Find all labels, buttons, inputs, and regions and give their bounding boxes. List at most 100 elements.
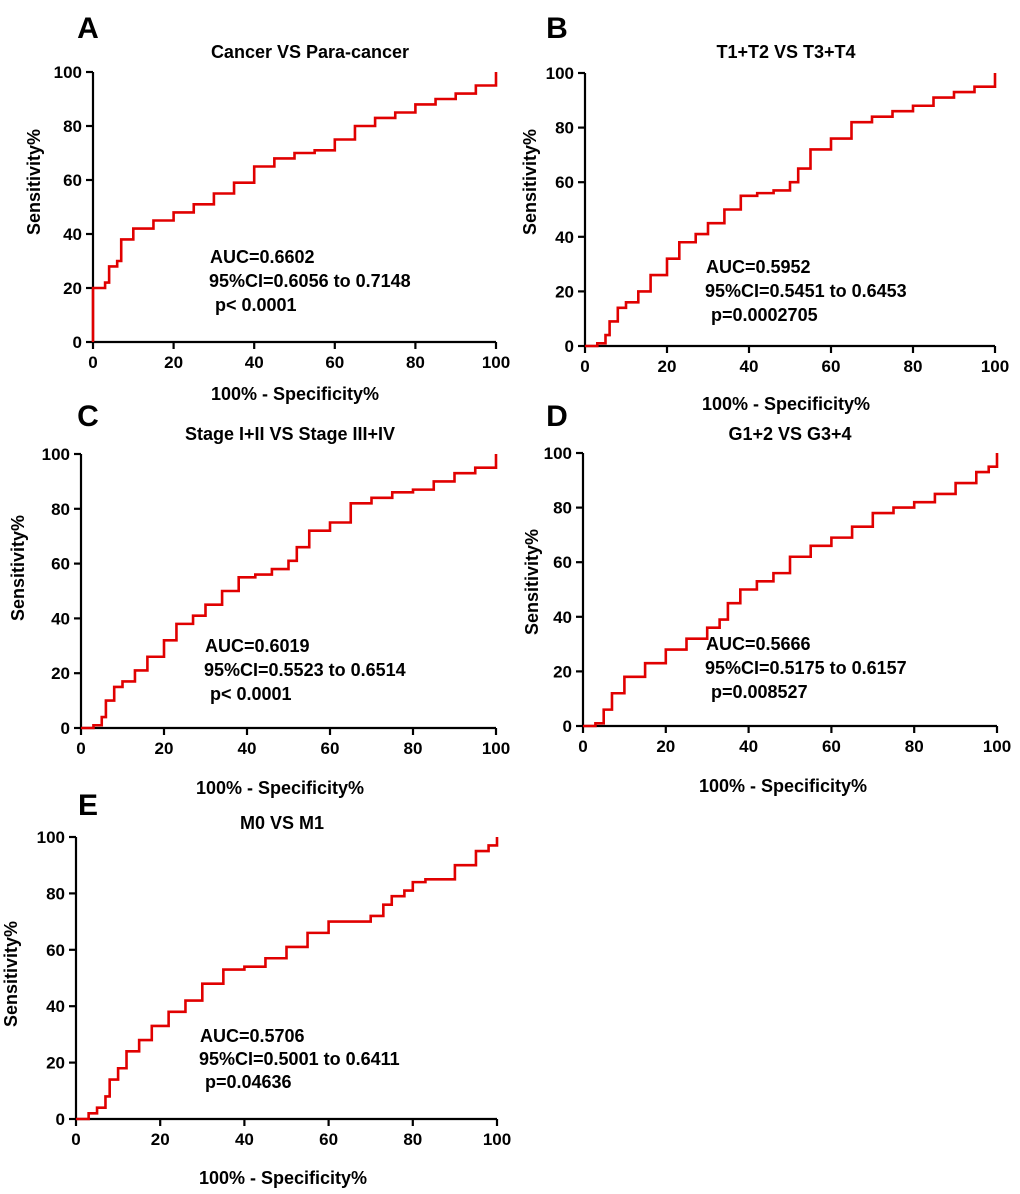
panel-letter: D [546, 400, 568, 433]
roc-curve [76, 837, 499, 1121]
y-tick-label: 0 [73, 333, 82, 352]
y-tick-label: 60 [553, 553, 572, 572]
auc-value: AUC=0.5666 [706, 634, 811, 654]
x-tick-label: 20 [151, 1130, 170, 1149]
y-tick-label: 100 [546, 64, 574, 83]
p-value: p=0.04636 [205, 1072, 292, 1092]
chart-title: T1+T2 VS T3+T4 [716, 42, 855, 62]
y-tick-label: 0 [61, 719, 70, 738]
y-tick-label: 40 [555, 228, 574, 247]
panel-e: E M0 VS M1 0 20 40 60 80 100 0 20 40 60 80 100 100% - … [1, 789, 511, 1188]
y-tick-label: 100 [42, 445, 70, 464]
x-tick-label: 60 [822, 737, 841, 756]
y-axis-label: Sensitivity% [8, 515, 28, 621]
x-tick-label: 100 [483, 1130, 511, 1149]
x-tick-label: 60 [822, 357, 841, 376]
p-value: p< 0.0001 [215, 295, 297, 315]
x-tick-label: 40 [245, 353, 264, 372]
x-tick-label: 40 [739, 737, 758, 756]
y-tick-label: 40 [46, 997, 65, 1016]
y-axis-label: Sensitivity% [24, 129, 44, 235]
x-tick-label: 0 [580, 357, 589, 376]
x-tick-label: 40 [235, 1130, 254, 1149]
panel-a: A Cancer VS Para-cancer 0 20 40 60 80 100 0 20 40 6… [24, 12, 510, 404]
chart-title: M0 VS M1 [240, 813, 324, 833]
x-tick-label: 0 [71, 1130, 80, 1149]
y-axis-label: Sensitivity% [520, 129, 540, 235]
x-tick-label: 100 [981, 357, 1009, 376]
panel-d: D G1+2 VS G3+4 0 20 40 60 80 100 0 20 40 60 80 100 100… [522, 400, 1011, 796]
x-tick-label: 40 [740, 357, 759, 376]
x-axis-label: 100% - Specificity% [702, 394, 870, 414]
y-tick-label: 20 [553, 662, 572, 681]
x-tick-label: 80 [406, 353, 425, 372]
x-axis-label: 100% - Specificity% [199, 1168, 367, 1188]
y-tick-label: 60 [63, 171, 82, 190]
x-axis-label: 100% - Specificity% [211, 384, 379, 404]
panel-letter: B [546, 12, 568, 45]
roc-curve [91, 72, 498, 342]
x-tick-label: 100 [482, 739, 510, 758]
x-tick-label: 80 [904, 357, 923, 376]
x-tick-label: 80 [403, 1130, 422, 1149]
y-tick-label: 40 [553, 608, 572, 627]
roc-curve [585, 73, 997, 348]
panel-c: C Stage I+II VS Stage III+IV 0 20 40 60 80 100 0… [8, 400, 510, 798]
p-value: p< 0.0001 [210, 684, 292, 704]
x-tick-label: 60 [321, 739, 340, 758]
y-tick-label: 40 [63, 225, 82, 244]
auc-value: AUC=0.5952 [706, 257, 811, 277]
y-tick-label: 60 [51, 555, 70, 574]
y-axis-label: Sensitivity% [522, 529, 542, 635]
p-value: p=0.008527 [711, 682, 808, 702]
x-tick-label: 0 [578, 737, 587, 756]
x-tick-label: 80 [905, 737, 924, 756]
y-tick-label: 0 [563, 717, 572, 736]
p-value: p=0.0002705 [711, 305, 818, 325]
x-tick-label: 20 [155, 739, 174, 758]
x-tick-label: 80 [404, 739, 423, 758]
y-tick-label: 100 [544, 444, 572, 463]
x-tick-label: 0 [76, 739, 85, 758]
y-tick-label: 60 [555, 173, 574, 192]
x-tick-label: 20 [658, 357, 677, 376]
y-tick-label: 60 [46, 941, 65, 960]
y-tick-label: 20 [63, 279, 82, 298]
panel-letter: A [77, 12, 99, 45]
ci-value: 95%CI=0.5523 to 0.6514 [204, 660, 406, 680]
roc-curve [81, 454, 498, 730]
auc-value: AUC=0.6019 [205, 636, 310, 656]
x-axis-label: 100% - Specificity% [196, 778, 364, 798]
y-tick-label: 0 [56, 1110, 65, 1129]
x-tick-label: 20 [164, 353, 183, 372]
x-tick-label: 0 [88, 353, 97, 372]
y-tick-label: 80 [46, 884, 65, 903]
y-tick-label: 80 [553, 499, 572, 518]
ci-value: 95%CI=0.5175 to 0.6157 [705, 658, 907, 678]
y-tick-label: 80 [51, 500, 70, 519]
y-axis-label: Sensitivity% [1, 921, 21, 1027]
y-tick-label: 20 [51, 664, 70, 683]
x-tick-label: 100 [482, 353, 510, 372]
y-tick-label: 0 [565, 337, 574, 356]
y-tick-label: 40 [51, 609, 70, 628]
auc-value: AUC=0.5706 [200, 1026, 305, 1046]
x-tick-label: 20 [656, 737, 675, 756]
ci-value: 95%CI=0.5001 to 0.6411 [199, 1049, 400, 1069]
y-tick-label: 20 [555, 282, 574, 301]
roc-curve [583, 453, 999, 728]
ci-value: 95%CI=0.5451 to 0.6453 [705, 281, 907, 301]
x-tick-label: 60 [319, 1130, 338, 1149]
chart-title: G1+2 VS G3+4 [728, 424, 851, 444]
y-tick-label: 100 [37, 828, 65, 847]
y-tick-label: 20 [46, 1054, 65, 1073]
auc-value: AUC=0.6602 [210, 247, 315, 267]
y-tick-label: 100 [54, 63, 82, 82]
y-tick-label: 80 [555, 119, 574, 138]
x-tick-label: 40 [238, 739, 257, 758]
chart-title: Cancer VS Para-cancer [211, 42, 409, 62]
ci-value: 95%CI=0.6056 to 0.7148 [209, 271, 411, 291]
x-tick-label: 60 [325, 353, 344, 372]
x-axis-label: 100% - Specificity% [699, 776, 867, 796]
